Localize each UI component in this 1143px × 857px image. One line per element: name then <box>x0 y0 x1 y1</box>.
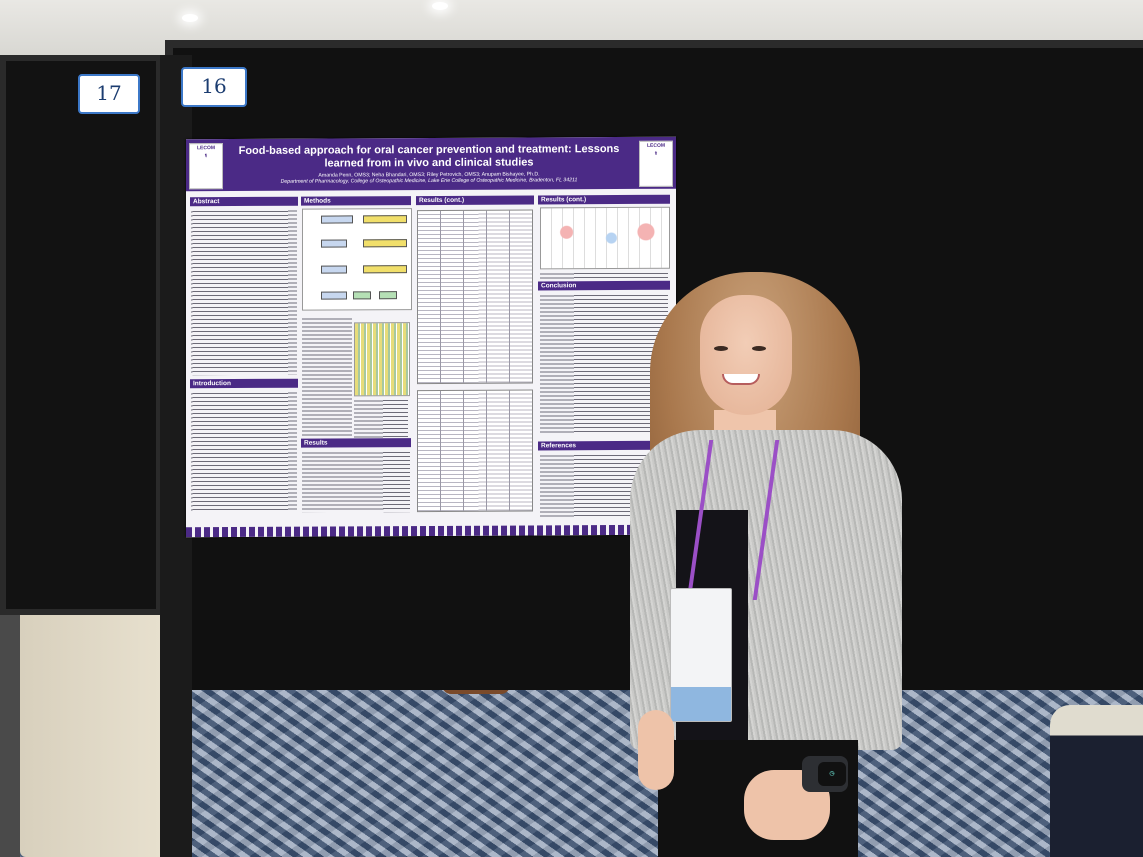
lecom-logo-left: LECOM ⚕ <box>189 143 223 190</box>
flow-box <box>363 265 407 274</box>
background-person-left <box>20 608 170 857</box>
flow-box <box>379 291 397 300</box>
booth-number-tag-17: 17 <box>78 74 140 114</box>
flow-box <box>363 239 407 248</box>
section-methods: Methods <box>301 196 411 206</box>
results-table-1 <box>417 209 533 385</box>
figure-caption <box>540 270 668 280</box>
affiliation: Department of Pharmacology, College of O… <box>280 177 578 185</box>
background-person-right <box>1050 705 1143 857</box>
flow-box <box>353 291 371 300</box>
presenter-eye <box>752 346 766 351</box>
section-results-cont-1: Results (cont.) <box>416 195 534 206</box>
poster-authors: Amanda Penn, OMS3; Neha Bhandari, OMS3; … <box>224 171 634 185</box>
presenter-eye <box>714 346 728 351</box>
conclusion-text <box>540 292 668 434</box>
methods-caption <box>354 398 408 439</box>
methods-text <box>302 316 352 437</box>
flow-box <box>363 215 407 224</box>
presenter-left-hand <box>638 710 674 790</box>
presenter-smile <box>722 374 760 385</box>
ceiling-light <box>432 2 448 10</box>
lecom-logo-right: LECOM ⚕ <box>639 140 673 187</box>
flow-box <box>321 215 353 224</box>
badge-strip <box>671 687 731 721</box>
name-badge <box>670 588 732 722</box>
section-introduction: Introduction <box>190 378 298 389</box>
research-poster: LECOM ⚕ Food-based approach for oral canc… <box>186 136 676 538</box>
flow-box <box>321 291 347 300</box>
results-text <box>302 450 410 513</box>
ceiling-light <box>182 14 198 22</box>
results-table-2 <box>417 389 533 513</box>
abstract-text <box>191 208 297 376</box>
presenter-face <box>700 295 792 415</box>
flow-box <box>321 265 347 274</box>
introduction-text <box>191 390 297 512</box>
prisma-flow-diagram <box>302 208 412 311</box>
poster-title-bar: LECOM ⚕ Food-based approach for oral canc… <box>186 136 676 192</box>
mechanism-figure <box>540 206 670 270</box>
section-results: Results <box>301 438 411 448</box>
booth-number-tag-16: 16 <box>181 67 247 107</box>
smartwatch-face-icon: ◷ <box>818 762 846 786</box>
poster-title: Food-based approach for oral cancer prev… <box>238 143 620 170</box>
section-abstract: Abstract <box>190 196 298 207</box>
section-conclusion: Conclusion <box>538 280 670 291</box>
flow-box <box>321 239 347 248</box>
poster-board-17 <box>0 55 162 615</box>
quality-assessment-figure <box>354 322 410 397</box>
board-leg <box>0 615 20 857</box>
section-results-cont-2: Results (cont.) <box>538 194 670 205</box>
